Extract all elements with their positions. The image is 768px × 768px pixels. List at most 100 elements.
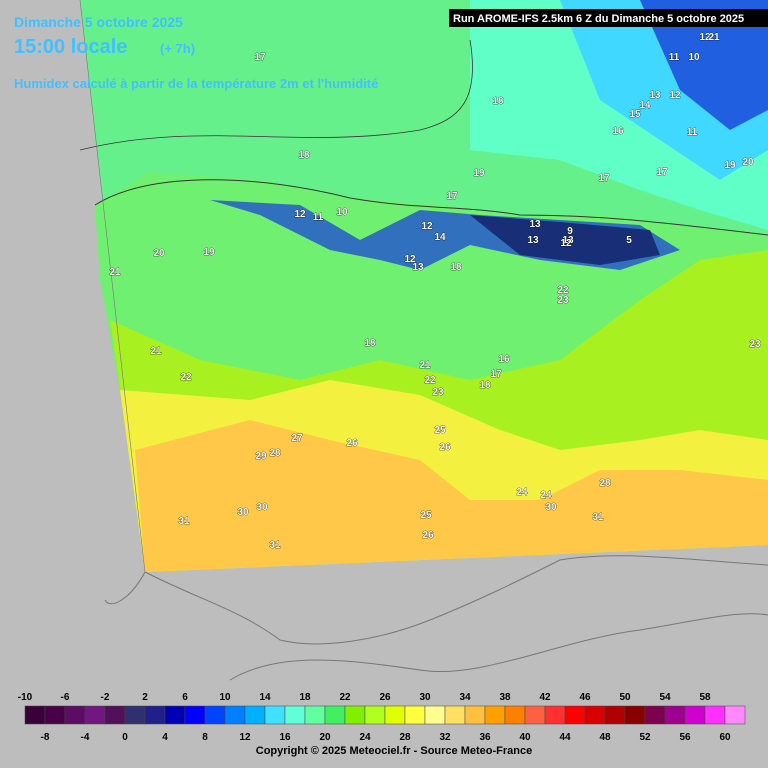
contour-label: 26	[422, 530, 434, 541]
contour-label: 11	[669, 52, 680, 63]
colorbar-label: 22	[339, 692, 351, 703]
contour-label: 25	[434, 425, 446, 436]
contour-label: 30	[237, 507, 249, 518]
colorbar-cell	[704, 705, 726, 725]
colorbar-label: 52	[639, 732, 651, 743]
colorbar-label: 42	[539, 692, 551, 703]
contour-label: 12	[669, 90, 681, 101]
cold-region	[640, 0, 768, 130]
contour-label: 18	[298, 150, 310, 161]
contour-label: 23	[557, 295, 569, 306]
colorbar-cell	[164, 705, 186, 725]
coastline	[229, 613, 768, 681]
colorbar-cell	[484, 705, 506, 725]
contour-label: 12	[404, 254, 416, 265]
colorbar-label: 16	[279, 732, 291, 743]
colorbar-label: 10	[219, 692, 231, 703]
colorbar: -10 -6 -2 2 6 10 14 18 22 26 30 34 38 42 46 50 54 58-8 -4 0…	[18, 692, 746, 743]
colorbar-label: 56	[679, 732, 691, 743]
colorbar-cell	[184, 705, 206, 725]
contour-label: 19	[203, 247, 215, 258]
colorbar-cell	[444, 705, 466, 725]
colorbar-label: 60	[719, 732, 731, 743]
colorbar-cell	[504, 705, 526, 725]
colorbar-cell	[624, 705, 646, 725]
colorbar-label: 24	[359, 732, 371, 743]
colorbar-cell	[644, 705, 666, 725]
time: 15:00 locale	[14, 36, 127, 58]
colorbar-label: -10	[18, 692, 33, 703]
colorbar-cell	[344, 705, 366, 725]
colorbar-label: 30	[419, 692, 431, 703]
subtitle: Humidex calculé à partir de la températu…	[14, 76, 378, 91]
colorbar-cell	[144, 705, 166, 725]
colorbar-label: 18	[299, 692, 311, 703]
colorbar-cell	[64, 705, 86, 725]
contour-label: 22	[424, 375, 436, 386]
contour-label: 31	[592, 512, 604, 523]
colorbar-label: -6	[61, 692, 70, 703]
contour-label: 13	[412, 262, 424, 273]
contour-label: 21	[109, 267, 121, 278]
contour-label: 19	[473, 168, 485, 179]
colorbar-cell	[724, 705, 746, 725]
contour-label: 12	[560, 238, 572, 249]
contour-label: 10	[688, 52, 700, 63]
colorbar-label: 0	[122, 732, 128, 743]
contour-label: 18	[364, 338, 376, 349]
coastline	[104, 555, 768, 645]
colorbar-cell	[324, 705, 346, 725]
colorbar-label: 50	[619, 692, 631, 703]
coastline	[79, 39, 473, 151]
colorbar-label: 2	[142, 692, 148, 703]
colorbar-label: 12	[239, 732, 251, 743]
domain-edge	[79, 0, 146, 573]
offset: (+ 7h)	[160, 41, 195, 56]
colorbar-cell	[84, 705, 106, 725]
contour-label: 13	[649, 90, 661, 101]
contour-label: 17	[598, 173, 610, 184]
contour-label: 11	[687, 127, 698, 138]
contour-label: 12	[421, 221, 433, 232]
colorbar-label: 46	[579, 692, 591, 703]
contour-label: 13	[527, 235, 539, 246]
contour-label: 16	[498, 354, 510, 365]
contour-label: 14	[639, 100, 651, 111]
contour-label: 28	[599, 478, 611, 489]
coastline	[94, 179, 768, 236]
contour-label: 24	[540, 490, 552, 501]
contour-label: 18	[492, 96, 504, 107]
copyright: Copyright © 2025 Meteociel.fr - Source M…	[256, 745, 532, 757]
colorbar-label: -2	[101, 692, 110, 703]
contour-label: 12	[699, 32, 711, 43]
contour-label: 22	[180, 372, 192, 383]
colorbar-label: 28	[399, 732, 411, 743]
contour-label: 9	[567, 226, 573, 237]
contour-label: 29	[255, 451, 267, 462]
contour-label: 20	[153, 248, 165, 259]
colorbar-cell	[244, 705, 266, 725]
contour-label: 17	[254, 52, 266, 63]
colorbar-cell	[584, 705, 606, 725]
colorbar-cell	[404, 705, 426, 725]
colorbar-label: 38	[499, 692, 511, 703]
land-hot	[135, 420, 768, 572]
colorbar-label: 32	[439, 732, 451, 743]
colorbar-cell	[44, 705, 66, 725]
colorbar-label: 44	[559, 732, 571, 743]
colorbar-cell	[264, 705, 286, 725]
contour-label: 26	[439, 442, 451, 453]
contour-label: 30	[545, 502, 557, 513]
pyrenees-band	[470, 215, 660, 265]
colorbar-cell	[384, 705, 406, 725]
colorbar-label: -8	[41, 732, 50, 743]
contour-label: 15	[629, 109, 641, 120]
colorbar-label: 58	[699, 692, 711, 703]
colorbar-cell	[304, 705, 326, 725]
colorbar-label: 34	[459, 692, 471, 703]
contour-label: 21	[708, 32, 720, 43]
contour-label: 20	[742, 157, 754, 168]
contour-label: 31	[269, 540, 281, 551]
colorbar-label: 14	[259, 692, 271, 703]
